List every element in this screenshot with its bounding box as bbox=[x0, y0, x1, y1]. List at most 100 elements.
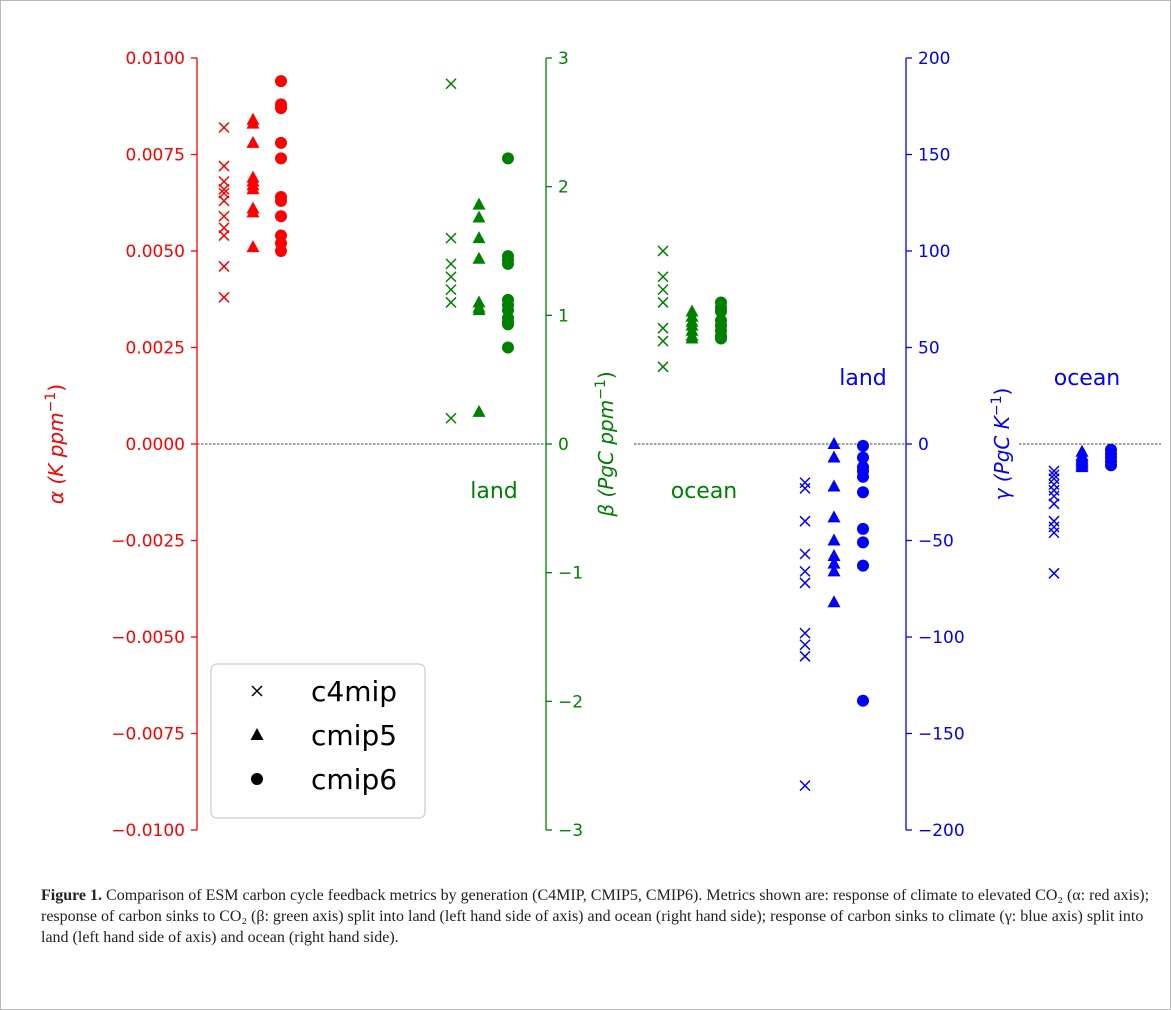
data-point-cmip5 bbox=[827, 510, 841, 523]
axis-alpha-tick-label: 0.0075 bbox=[126, 146, 185, 166]
legend-marker-c4mip-shape bbox=[251, 685, 263, 697]
data-point-c4mip bbox=[799, 650, 811, 662]
data-point-c4mip bbox=[445, 271, 457, 283]
data-point-c4mip bbox=[799, 548, 811, 560]
data-point-cmip6-shape bbox=[857, 486, 869, 499]
axis-beta-tick-label: 3 bbox=[558, 49, 569, 69]
axis-gamma-tick-label: 100 bbox=[918, 242, 950, 262]
data-point-c4mip-shape bbox=[657, 271, 669, 283]
data-point-c4mip bbox=[218, 160, 230, 172]
data-point-cmip6 bbox=[502, 257, 514, 270]
data-point-c4mip bbox=[218, 291, 230, 303]
data-point-cmip5 bbox=[246, 116, 260, 129]
data-point-cmip5 bbox=[1075, 460, 1089, 473]
data-point-cmip5 bbox=[827, 450, 841, 463]
axis-beta: 3 2 1 0 −1 −2 −3 β (PgC ppm−1) land ocean bbox=[445, 49, 738, 841]
data-point-cmip6-shape bbox=[857, 694, 869, 707]
legend-marker-cmip5-shape bbox=[250, 728, 264, 740]
data-point-c4mip-shape bbox=[657, 296, 669, 308]
data-point-c4mip bbox=[799, 477, 811, 489]
data-point-c4mip bbox=[657, 296, 669, 308]
data-point-cmip6 bbox=[1105, 459, 1117, 472]
data-point-c4mip bbox=[657, 245, 669, 257]
axis-gamma-tick-label: 150 bbox=[918, 146, 950, 166]
series-gamma-land-cmip5 bbox=[827, 437, 841, 608]
data-point-c4mip bbox=[1048, 567, 1060, 579]
data-point-cmip5 bbox=[685, 331, 699, 344]
axis-gamma: 200 150 100 50 0 −50 −100 −150 −200 γ (PgC K−1) la… bbox=[799, 49, 1120, 841]
data-point-c4mip bbox=[1048, 484, 1060, 496]
data-point-c4mip-shape bbox=[799, 477, 811, 489]
data-point-cmip6 bbox=[275, 102, 287, 115]
axis-alpha-tick-label: −0.0050 bbox=[111, 628, 185, 648]
data-point-cmip5-shape bbox=[472, 404, 486, 417]
data-point-cmip5 bbox=[246, 182, 260, 195]
data-point-cmip6 bbox=[715, 305, 727, 318]
data-point-cmip5-shape bbox=[827, 437, 841, 449]
series-alpha-cmip5 bbox=[246, 112, 260, 253]
series-beta-land-c4mip bbox=[445, 78, 457, 424]
data-point-c4mip-shape bbox=[218, 183, 230, 195]
data-point-c4mip-shape bbox=[218, 121, 230, 134]
data-point-c4mip bbox=[218, 121, 230, 134]
section-label-beta-ocean: ocean bbox=[671, 479, 738, 504]
series-gamma-ocean-cmip5 bbox=[1075, 444, 1089, 473]
caption-text: Comparison of ESM carbon cycle feedback … bbox=[41, 887, 1150, 946]
data-point-cmip5-shape bbox=[827, 548, 841, 561]
data-point-cmip5 bbox=[827, 533, 841, 546]
axis-alpha-tick-label: 0.0000 bbox=[126, 435, 185, 455]
data-point-c4mip bbox=[218, 183, 230, 195]
data-point-cmip6-shape bbox=[715, 305, 727, 318]
axis-alpha: 0.0100 0.0075 0.0050 0.0025 0.0000 −0.0025 −0.… bbox=[43, 49, 287, 841]
data-point-c4mip bbox=[1048, 478, 1060, 491]
axis-alpha-tick-label: 0.0100 bbox=[126, 49, 185, 69]
data-point-cmip5-shape bbox=[246, 116, 260, 129]
data-point-cmip6 bbox=[275, 194, 287, 207]
data-point-cmip5-shape bbox=[246, 182, 260, 195]
series-beta-ocean-c4mip bbox=[657, 245, 669, 373]
data-point-c4mip-shape bbox=[799, 780, 811, 792]
legend-marker-cmip5 bbox=[250, 728, 264, 740]
axis-gamma-tick-label: 0 bbox=[918, 435, 929, 455]
data-point-cmip6 bbox=[857, 470, 869, 483]
data-point-c4mip-shape bbox=[218, 160, 230, 172]
data-point-c4mip bbox=[445, 296, 457, 308]
data-point-cmip6 bbox=[857, 439, 869, 452]
data-point-cmip6 bbox=[857, 694, 869, 707]
axis-gamma-label: γ (PgC K−1) bbox=[989, 388, 1014, 501]
data-point-cmip5-shape bbox=[472, 231, 486, 244]
data-point-cmip6-shape bbox=[275, 210, 287, 223]
data-point-cmip6-shape bbox=[502, 257, 514, 270]
data-point-c4mip-shape bbox=[1048, 515, 1060, 527]
axis-alpha-tick-label: 0.0050 bbox=[126, 242, 185, 262]
data-point-c4mip-shape bbox=[1048, 484, 1060, 496]
data-point-cmip5 bbox=[827, 595, 841, 608]
data-point-c4mip-shape bbox=[445, 258, 457, 270]
data-point-c4mip-shape bbox=[657, 361, 669, 373]
data-point-cmip5-shape bbox=[827, 556, 841, 569]
data-point-c4mip-shape bbox=[1048, 567, 1060, 579]
data-point-c4mip-shape bbox=[445, 296, 457, 308]
data-point-c4mip bbox=[1048, 515, 1060, 527]
data-point-c4mip bbox=[445, 284, 457, 296]
data-point-c4mip bbox=[799, 627, 811, 639]
data-point-c4mip-shape bbox=[218, 230, 230, 242]
legend-label-cmip6: cmip6 bbox=[311, 763, 397, 796]
data-point-c4mip bbox=[657, 271, 669, 283]
data-point-cmip5-shape bbox=[472, 210, 486, 223]
caption-label: Figure 1. bbox=[41, 887, 103, 904]
data-point-cmip6 bbox=[275, 245, 287, 257]
legend-label-cmip5: cmip5 bbox=[311, 719, 397, 752]
data-point-c4mip bbox=[445, 258, 457, 270]
data-point-c4mip-shape bbox=[799, 548, 811, 560]
axis-gamma-tick-label: −200 bbox=[918, 821, 965, 841]
axis-gamma-tick-label: 50 bbox=[918, 339, 940, 359]
data-point-c4mip bbox=[218, 230, 230, 242]
data-point-cmip5-shape bbox=[246, 240, 260, 253]
data-point-c4mip-shape bbox=[218, 260, 230, 272]
data-point-cmip6 bbox=[857, 559, 869, 572]
data-point-c4mip-shape bbox=[445, 412, 457, 424]
series-gamma-ocean-cmip6 bbox=[1105, 443, 1117, 472]
series-gamma-land-c4mip bbox=[799, 477, 811, 792]
data-point-cmip5 bbox=[246, 240, 260, 253]
